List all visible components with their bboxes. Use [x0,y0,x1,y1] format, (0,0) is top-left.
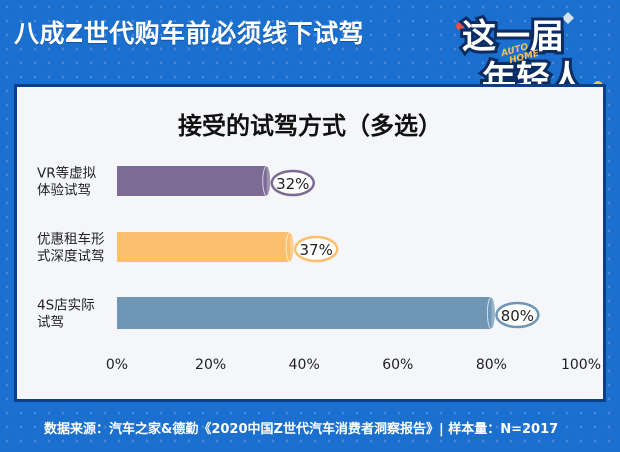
category-label-2-0: 4S店实际 [37,298,95,314]
x-tick-label-0: 0% [106,357,128,373]
bar-0 [117,166,267,196]
bar-end-cap-2 [486,296,496,330]
chart-panel: 接受的试驾方式（多选） 32% VR等虚拟 体验试驾 37% 优惠租车形 式深度试驾 80%… [14,84,606,402]
value-label-0: 32% [276,175,309,193]
category-label-0-0: VR等虚拟 [37,165,97,182]
page-headline: 八成Z世代购车前必须线下试驾 [14,19,365,48]
x-tick-label-3: 60% [382,357,413,373]
x-axis: 0% 20% 40% 60% 80% 100% [106,357,601,373]
category-label-0-1: 体验试驾 [37,183,91,199]
x-tick-label-1: 20% [195,357,226,373]
value-label-2: 80% [501,307,534,325]
category-label-1-0: 优惠租车形 [37,231,105,248]
x-tick-label-4: 80% [476,357,507,373]
category-label-1-1: 式深度试驾 [37,249,105,265]
bar-end-cap-1 [285,231,295,263]
chart-title: 接受的试驾方式（多选） [178,112,442,140]
bar-1 [117,232,291,262]
value-label-1: 37% [299,241,332,259]
x-tick-label-2: 40% [289,357,320,373]
value-bubble-0 [270,169,316,197]
bar-2 [117,297,492,329]
brand-badge: 这一届 年轻人 AUTO HOME [456,12,603,98]
category-label-2-1: 试驾 [37,315,64,331]
x-tick-label-5: 100% [561,357,601,373]
badge-line-1: 这一届 [462,17,564,57]
value-bubble-1 [293,235,339,263]
bar-end-cap-0 [262,165,272,197]
source-footer: 数据来源：汽车之家&德勤《2020中国Z世代汽车消费者洞察报告》| 样本量：N=… [44,422,559,437]
value-bubble-2 [495,301,540,329]
